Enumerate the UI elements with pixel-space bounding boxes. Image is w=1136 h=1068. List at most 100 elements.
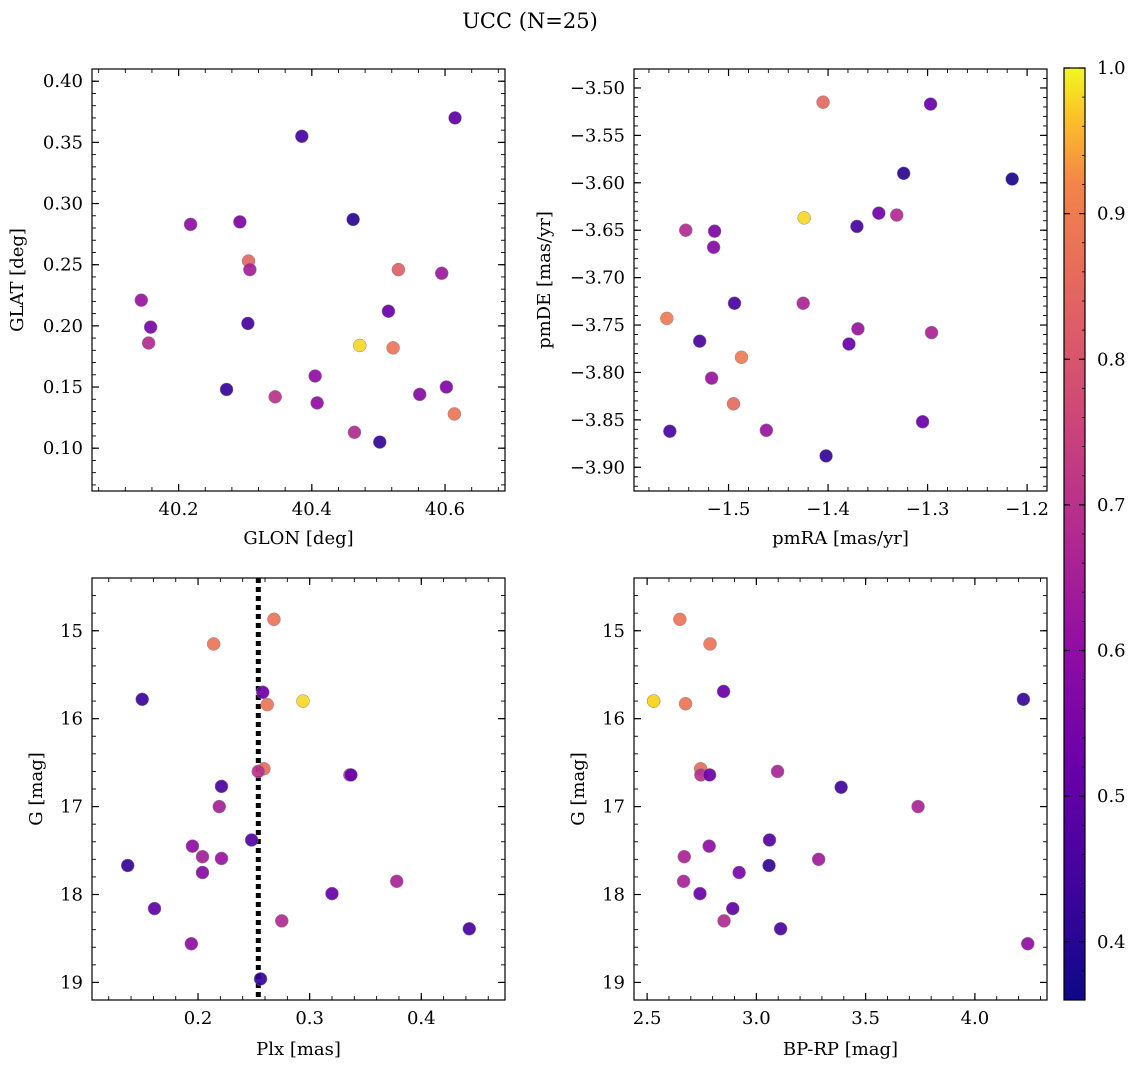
scatter-point — [678, 223, 693, 237]
scatter-point — [275, 914, 289, 928]
x-axis-label: GLON [deg] — [243, 528, 353, 549]
scatter-point — [143, 320, 158, 334]
plot-frame — [91, 68, 506, 492]
scatter-point — [195, 849, 210, 864]
y-tick-label: 19 — [602, 972, 625, 993]
scatter-point — [759, 423, 774, 438]
scatter-point — [244, 833, 259, 847]
scatter-point — [717, 914, 731, 928]
scatter-point — [251, 764, 266, 779]
scatter-point — [762, 858, 776, 873]
y-tick-label: −3.60 — [570, 173, 625, 194]
y-tick-label: −3.85 — [570, 410, 625, 431]
scatter-point — [811, 852, 826, 867]
scatter-point — [381, 304, 396, 318]
y-tick-label: 0.10 — [43, 438, 83, 459]
scatter-point — [704, 371, 719, 385]
scatter-point — [447, 407, 462, 421]
x-tick-label: −1.5 — [707, 499, 751, 520]
scatter-point — [325, 886, 339, 901]
scatter-point — [834, 780, 848, 794]
plot-frame — [633, 68, 1048, 492]
colorbar-tick-label: 0.9 — [1097, 204, 1126, 225]
scatter-point — [773, 922, 788, 936]
scatter-point — [373, 435, 387, 449]
scatter-point — [707, 224, 722, 238]
scatter-point — [184, 936, 199, 951]
scatter-point — [243, 262, 257, 277]
scatter-point — [727, 296, 742, 310]
x-tick-label: 40.6 — [425, 499, 465, 520]
y-tick-label: 17 — [60, 797, 83, 818]
figure-title: UCC (N=25) — [462, 9, 598, 33]
scatter-point — [147, 901, 162, 916]
scatter-point — [448, 111, 462, 125]
scatter-point — [185, 839, 200, 853]
scatter-point — [1016, 692, 1031, 707]
y-tick-label: −3.55 — [570, 125, 625, 146]
panel-bprp-g: 2.5 3.0 3.5 4.0 15 16 17 18 19 BP-RP [mag] G [ma… — [568, 577, 1048, 1060]
scatter-point — [851, 322, 865, 336]
x-tick-label: 0.2 — [184, 1008, 213, 1029]
y-tick-label: −3.90 — [570, 457, 625, 478]
x-tick-label: −1.3 — [906, 499, 950, 520]
x-tick-label: 3.0 — [742, 1008, 771, 1029]
colorbar-gradient — [1064, 68, 1085, 1000]
scatter-point — [389, 874, 404, 889]
plot-frame — [91, 577, 506, 1001]
scatter-point — [310, 396, 324, 410]
x-tick-label: 3.5 — [851, 1008, 880, 1029]
colorbar-tick-label: 0.6 — [1097, 641, 1126, 662]
x-tick-label: 0.3 — [295, 1008, 324, 1029]
scatter-point — [1021, 936, 1035, 951]
colorbar-tick-label: 0.7 — [1097, 495, 1126, 516]
scatter-point — [241, 316, 255, 331]
scatter-point — [796, 296, 810, 310]
scatter-point — [872, 206, 886, 220]
scatter-point — [308, 369, 322, 383]
scatter-point — [412, 387, 427, 402]
scatter-point — [212, 799, 226, 814]
scatter-point — [923, 97, 938, 111]
x-tick-label: −1.4 — [806, 499, 850, 520]
scatter-point — [233, 215, 247, 229]
y-tick-label: −3.75 — [570, 315, 625, 336]
scatter-point — [706, 240, 721, 255]
scatter-point — [295, 129, 309, 144]
scatter-point — [797, 211, 811, 225]
scatter-point — [253, 972, 268, 986]
y-tick-label: −3.50 — [570, 78, 625, 99]
scatter-point — [120, 858, 135, 873]
y-tick-label: 0.15 — [43, 377, 83, 398]
colorbar-tick-label: 0.5 — [1097, 786, 1126, 807]
y-tick-label: −3.70 — [570, 268, 625, 289]
y-tick-label: 18 — [60, 885, 83, 906]
scatter-point — [816, 95, 830, 109]
scatter-point — [439, 380, 454, 394]
scatter-point — [732, 865, 746, 880]
scatter-points — [660, 95, 1019, 463]
scatter-point — [268, 390, 282, 404]
scatter-point — [678, 696, 693, 711]
scatter-point — [673, 612, 687, 627]
scatter-point — [346, 212, 360, 227]
scatter-point — [214, 851, 229, 866]
scatter-point — [353, 338, 367, 353]
y-tick-label: 15 — [602, 621, 625, 642]
scatter-point — [267, 612, 281, 627]
y-tick-label: 16 — [602, 709, 625, 730]
x-tick-label: 4.0 — [961, 1008, 990, 1029]
scatter-point — [141, 336, 156, 350]
scatter-points — [646, 612, 1035, 951]
scatter-point — [195, 865, 210, 880]
scatter-point — [135, 692, 149, 707]
scatter-point — [646, 694, 661, 708]
x-axis-label: Plx [mas] — [256, 1039, 341, 1060]
scatter-point — [347, 425, 362, 440]
x-axis-label: pmRA [mas/yr] — [772, 528, 909, 549]
scatter-point — [183, 217, 198, 232]
scatter-point — [434, 266, 449, 281]
y-axis-label: GLAT [deg] — [7, 228, 28, 332]
scatter-point — [924, 325, 939, 340]
y-tick-label: 16 — [60, 709, 83, 730]
